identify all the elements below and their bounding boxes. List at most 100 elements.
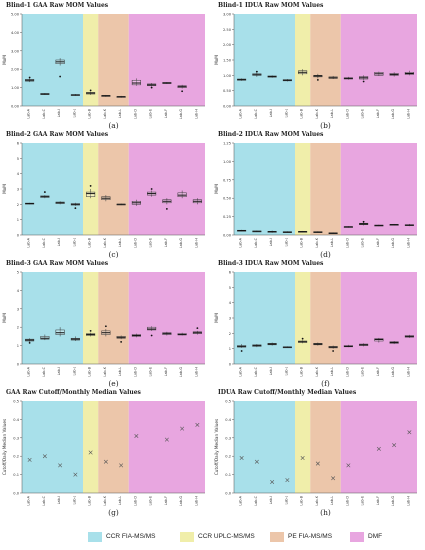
x-tick-label: Lab-J (284, 496, 288, 505)
data-point-stroke (42, 454, 47, 459)
data-point-stroke (195, 422, 200, 427)
data-point (119, 463, 124, 468)
x-tick-label: Lab-E (361, 496, 365, 506)
data-point-stroke (164, 437, 169, 442)
data-point (134, 433, 139, 438)
data-point (346, 463, 351, 468)
y-tick-label: 2 (17, 326, 19, 330)
data-point-stroke (270, 479, 275, 484)
chart-title: GAA Raw Cutoff/Monthly Median Values (6, 389, 142, 396)
x-tick-label: Lab-D (133, 238, 137, 248)
x-tick-label: Lab-G (179, 496, 183, 506)
y-tick-label: 4.00 (11, 31, 20, 35)
x-tick-label: Lab-J (72, 496, 76, 505)
method-band-4 (340, 143, 417, 235)
y-tick-label: 2.00 (223, 43, 232, 47)
outlier-point (181, 90, 184, 93)
legend-label-ccr-fia: CCR FIA-MS/MS (106, 533, 156, 540)
x-tick-label: Lab-D (345, 496, 349, 506)
data-point (300, 456, 305, 461)
data-point-stroke (392, 443, 397, 448)
data-point-stroke (346, 463, 351, 468)
x-tick-label: Lab-H (194, 238, 198, 248)
chart-caption: (e) (108, 379, 118, 388)
x-tick-label: Lab-A (27, 108, 31, 118)
x-tick-label: Lab-B (300, 366, 304, 376)
method-band-4 (128, 14, 205, 106)
y-tick-label: 0.75 (223, 178, 231, 182)
outlier-point (316, 79, 319, 81)
chart-caption: (a) (108, 121, 118, 130)
outlier-point (89, 329, 92, 332)
data-point (180, 426, 185, 431)
outlier-point (59, 75, 62, 78)
data-point (407, 430, 412, 435)
x-tick-label: Lab-E (361, 367, 365, 377)
data-point (58, 463, 63, 468)
data-point (254, 459, 259, 464)
x-tick-label: Lab-K (315, 495, 319, 505)
x-tick-label: Lab-J (284, 238, 288, 247)
x-tick-label: Lab-K (103, 108, 107, 118)
method-band-1 (234, 14, 295, 106)
outlier-point (28, 76, 31, 79)
x-tick-label: Lab-G (179, 238, 183, 248)
x-tick-label: Lab-E (149, 109, 153, 119)
data-point (27, 457, 32, 462)
y-tick-label: 0.50 (223, 197, 232, 201)
method-band-4 (128, 143, 205, 235)
chart-title: Blind-2 IDUA Raw MOM Values (218, 131, 324, 138)
y-tick-label: 0.4 (225, 418, 231, 422)
x-tick-label: Lab-I (57, 109, 61, 117)
y-tick-label: 0 (17, 234, 20, 238)
y-tick-label: 0.0 (13, 492, 19, 496)
y-tick-label: 2.00 (11, 68, 20, 72)
x-tick-label: Lab-B (88, 237, 92, 247)
legend-swatch-ccr-uplc (180, 532, 194, 542)
y-tick-label: 2.50 (223, 28, 232, 32)
x-tick-label: Lab-B (88, 495, 92, 505)
y-tick-label: 4 (17, 172, 20, 176)
data-point-stroke (331, 476, 336, 481)
data-point (88, 450, 93, 455)
x-tick-label: Lab-B (88, 366, 92, 376)
data-point (164, 437, 169, 442)
method-band-3 (310, 272, 341, 364)
chart-title: Blind-2 GAA Raw MOM Values (6, 131, 109, 138)
x-tick-label: Lab-B (88, 108, 92, 118)
x-tick-label: Lab-L (330, 496, 334, 505)
y-tick-label: 0.50 (223, 89, 232, 93)
y-tick-label: 5.00 (11, 13, 20, 17)
x-tick-label: Lab-J (72, 367, 76, 376)
data-point (239, 456, 244, 461)
data-point (42, 454, 47, 459)
legend: CCR FIA-MS/MS CCR UPLC-MS/MS PE FIA-MS/M… (0, 530, 425, 546)
x-tick-label: Lab-H (194, 496, 198, 506)
outlier-point (89, 89, 92, 92)
x-tick-label: Lab-H (406, 109, 410, 119)
y-tick-label: 4 (229, 301, 232, 305)
outlier-point (150, 188, 153, 190)
x-tick-label: Lab-A (239, 366, 243, 376)
x-tick-label: Lab-C (254, 108, 258, 118)
x-tick-label: Lab-G (179, 367, 183, 377)
x-tick-label: Lab-C (254, 366, 258, 376)
data-point-stroke (58, 463, 63, 468)
x-tick-label: Lab-I (57, 367, 61, 375)
x-tick-label: Lab-G (391, 367, 395, 377)
x-tick-label: Lab-B (300, 237, 304, 247)
y-tick-label: 0.3 (13, 436, 19, 440)
x-tick-label: Lab-K (103, 495, 107, 505)
y-axis-label: Cutoff/Daily Median Values (2, 419, 7, 475)
y-tick-label: 0.00 (223, 105, 232, 109)
y-tick-label: 3.00 (11, 49, 20, 53)
y-tick-label: 5 (229, 286, 231, 290)
x-tick-label: Lab-J (72, 109, 76, 118)
data-point (270, 479, 275, 484)
method-band-2 (295, 401, 311, 493)
y-tick-label: 2 (17, 203, 19, 207)
chart-caption: (g) (108, 508, 119, 517)
x-tick-label: Lab-H (406, 238, 410, 248)
y-axis-label: MoM (214, 313, 219, 323)
chart-panel-7: GAA Raw Cutoff/Monthly Median Values 0.0 0… (2, 389, 205, 517)
